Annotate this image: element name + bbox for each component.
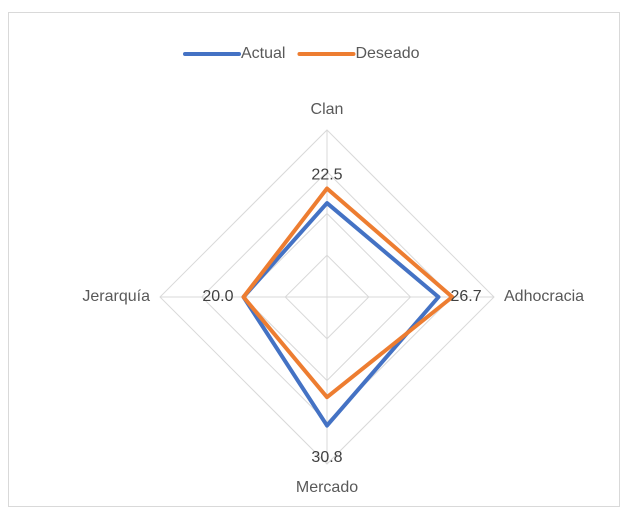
legend-label: Actual xyxy=(241,45,285,62)
chart-border xyxy=(8,12,620,507)
series-line xyxy=(241,186,455,400)
data-label: 30.8 xyxy=(311,449,342,466)
data-label: 20.0 xyxy=(202,288,233,305)
category-label: Clan xyxy=(311,101,344,118)
category-label: Jerarquía xyxy=(82,288,150,305)
legend-label: Deseado xyxy=(355,45,419,62)
category-label: Mercado xyxy=(296,479,358,496)
category-label: Adhocracia xyxy=(504,288,584,305)
data-label: 22.5 xyxy=(311,166,342,183)
data-label: 26.7 xyxy=(450,288,481,305)
series-line xyxy=(241,201,441,428)
